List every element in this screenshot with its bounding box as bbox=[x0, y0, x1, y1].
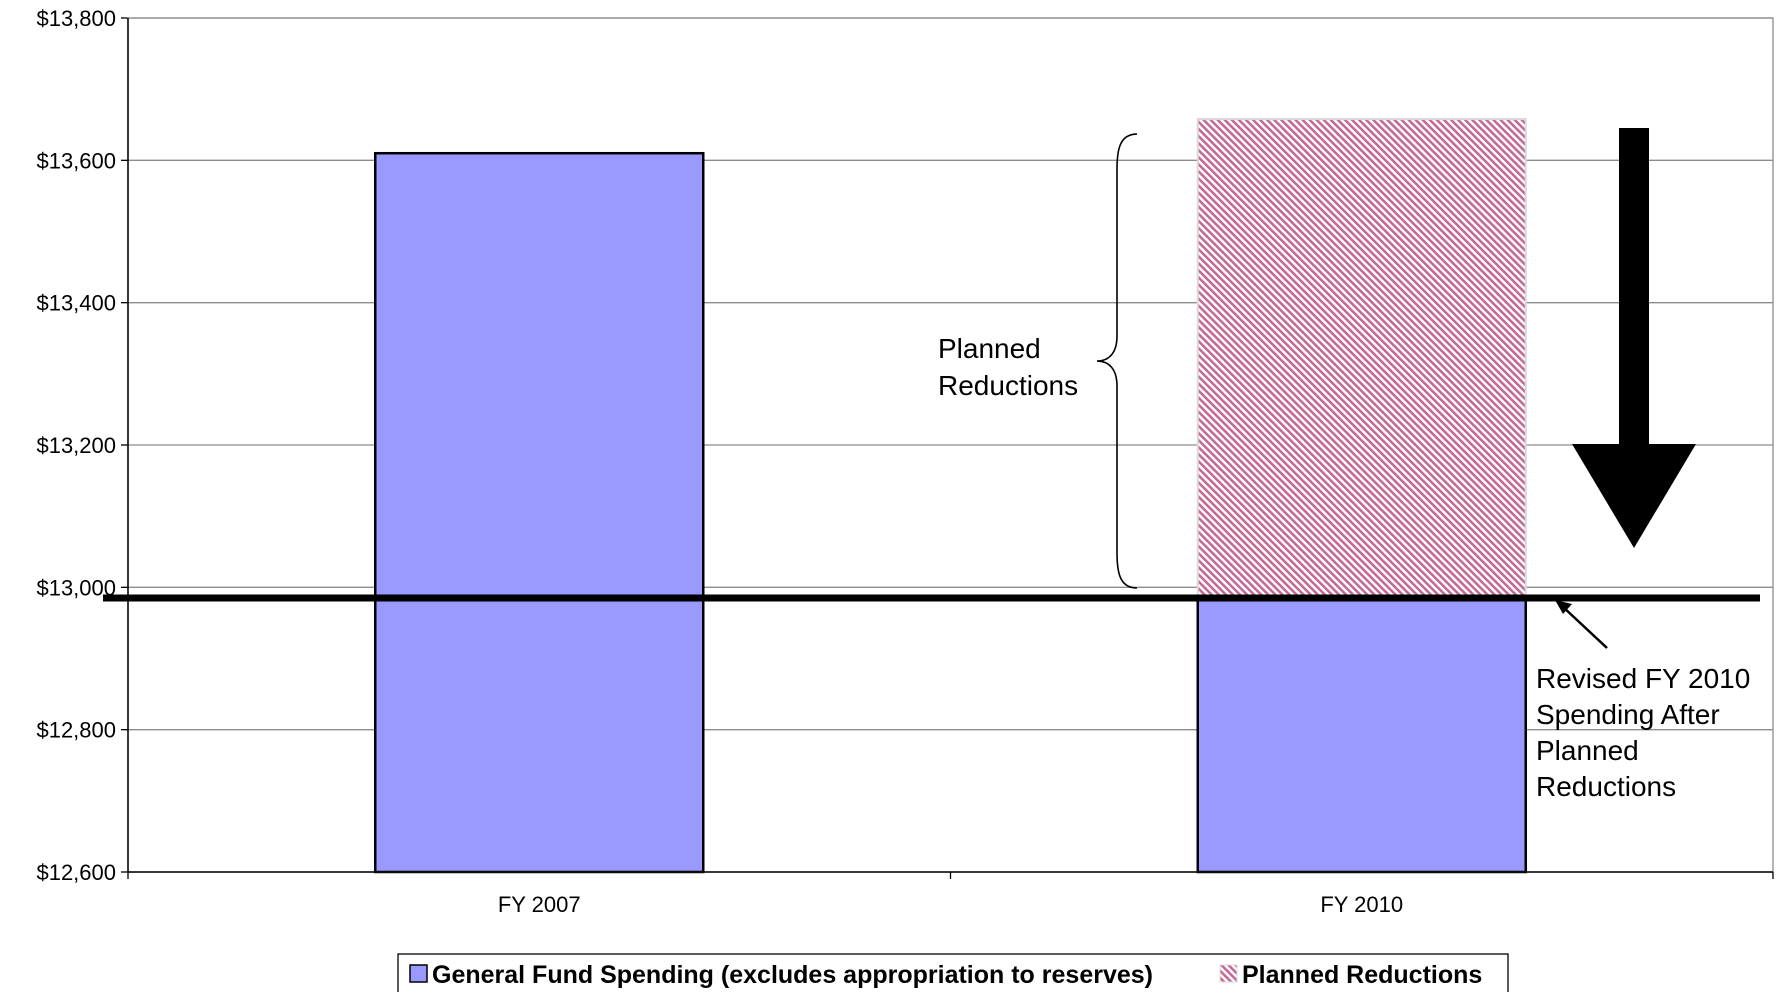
axes: $12,600 $12,800 $13,000 $13,200 $13,400 $13,6… bbox=[36, 6, 1774, 917]
revised-spending-label: Revised FY 2010 bbox=[1536, 663, 1750, 694]
y-tick-label: $12,800 bbox=[36, 718, 116, 743]
legend-swatch-planned-reductions bbox=[1219, 964, 1238, 983]
pointer-arrowhead-icon bbox=[1555, 600, 1572, 614]
legend-label-general-fund: General Fund Spending (excludes appropri… bbox=[432, 961, 1153, 989]
pointer-arrow-icon bbox=[1561, 605, 1608, 649]
bar-general-fund bbox=[1196, 596, 1527, 874]
y-tick-label: $13,600 bbox=[36, 148, 116, 173]
x-tick-label: FY 2010 bbox=[1320, 892, 1403, 917]
y-tick-label: $13,200 bbox=[36, 433, 116, 458]
legend: General Fund Spending (excludes appropri… bbox=[397, 953, 1509, 992]
bars bbox=[374, 118, 1527, 874]
bar-planned-reductions bbox=[1196, 118, 1527, 600]
annotations: Planned Reductions Revised FY 2010 Spending… bbox=[103, 128, 1760, 802]
bar-general-fund bbox=[374, 151, 705, 874]
legend-label-planned-reductions: Planned Reductions bbox=[1242, 961, 1482, 989]
brace-label: Planned bbox=[938, 333, 1041, 364]
legend-swatch-general-fund bbox=[409, 964, 428, 983]
revised-spending-label: Planned bbox=[1536, 735, 1639, 766]
legend-box bbox=[397, 953, 1509, 992]
y-tick-label: $13,000 bbox=[36, 575, 116, 600]
reductions-brace bbox=[1096, 133, 1138, 589]
brace-label: Reductions bbox=[938, 370, 1078, 401]
y-tick-label: $12,600 bbox=[36, 860, 116, 885]
x-tick-label: FY 2007 bbox=[498, 892, 581, 917]
revised-spending-label: Reductions bbox=[1536, 771, 1676, 802]
y-tick-label: $13,400 bbox=[36, 291, 116, 316]
y-tick-label: $13,800 bbox=[36, 6, 116, 31]
reduction-arrow-icon bbox=[1572, 128, 1696, 548]
revised-spending-label: Spending After bbox=[1536, 699, 1720, 730]
